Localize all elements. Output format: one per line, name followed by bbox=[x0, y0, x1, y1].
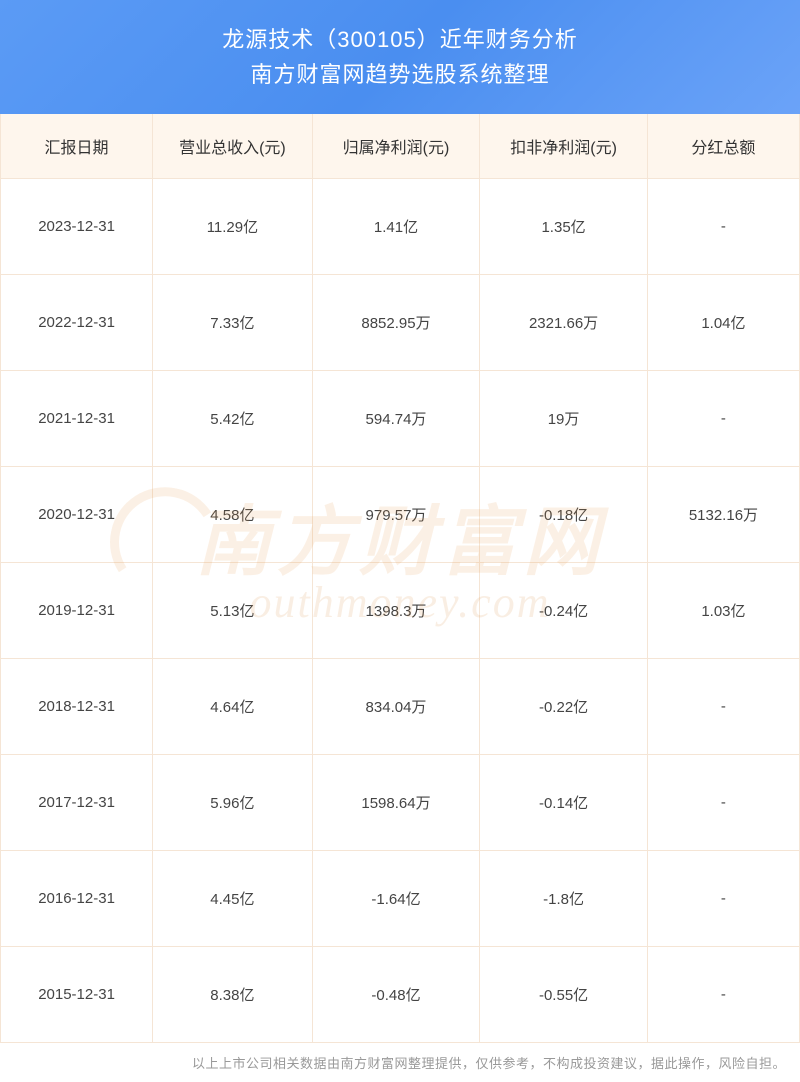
table-row: 2021-12-31 5.42亿 594.74万 19万 - bbox=[1, 371, 799, 467]
cell-profit: 8852.95万 bbox=[312, 275, 480, 371]
cell-dividend: 1.03亿 bbox=[647, 563, 799, 659]
cell-dividend: - bbox=[647, 947, 799, 1043]
cell-nonrecurring: -0.18亿 bbox=[480, 467, 648, 563]
table-body: 2023-12-31 11.29亿 1.41亿 1.35亿 - 2022-12-… bbox=[1, 179, 799, 1043]
cell-profit: -0.48亿 bbox=[312, 947, 480, 1043]
cell-revenue: 11.29亿 bbox=[153, 179, 313, 275]
cell-profit: 1398.3万 bbox=[312, 563, 480, 659]
table-wrapper: 南方财富网 outhmoney.com 汇报日期 营业总收入(元) 归属净利润(… bbox=[0, 114, 800, 1043]
col-header-profit: 归属净利润(元) bbox=[312, 114, 480, 179]
cell-nonrecurring: 1.35亿 bbox=[480, 179, 648, 275]
financial-table: 汇报日期 营业总收入(元) 归属净利润(元) 扣非净利润(元) 分红总额 202… bbox=[1, 114, 799, 1043]
cell-revenue: 4.45亿 bbox=[153, 851, 313, 947]
cell-date: 2022-12-31 bbox=[1, 275, 153, 371]
cell-dividend: 5132.16万 bbox=[647, 467, 799, 563]
cell-nonrecurring: -0.14亿 bbox=[480, 755, 648, 851]
cell-revenue: 5.42亿 bbox=[153, 371, 313, 467]
cell-date: 2020-12-31 bbox=[1, 467, 153, 563]
cell-nonrecurring: 2321.66万 bbox=[480, 275, 648, 371]
cell-date: 2016-12-31 bbox=[1, 851, 153, 947]
cell-profit: 979.57万 bbox=[312, 467, 480, 563]
table-header-row: 汇报日期 营业总收入(元) 归属净利润(元) 扣非净利润(元) 分红总额 bbox=[1, 114, 799, 179]
header-title-line2: 南方财富网趋势选股系统整理 bbox=[0, 57, 800, 92]
cell-revenue: 5.96亿 bbox=[153, 755, 313, 851]
cell-profit: -1.64亿 bbox=[312, 851, 480, 947]
cell-revenue: 7.33亿 bbox=[153, 275, 313, 371]
cell-nonrecurring: -0.22亿 bbox=[480, 659, 648, 755]
table-row: 2023-12-31 11.29亿 1.41亿 1.35亿 - bbox=[1, 179, 799, 275]
cell-profit: 1598.64万 bbox=[312, 755, 480, 851]
cell-date: 2019-12-31 bbox=[1, 563, 153, 659]
cell-date: 2021-12-31 bbox=[1, 371, 153, 467]
cell-dividend: 1.04亿 bbox=[647, 275, 799, 371]
cell-revenue: 8.38亿 bbox=[153, 947, 313, 1043]
cell-dividend: - bbox=[647, 659, 799, 755]
page-footer: 以上上市公司相关数据由南方财富网整理提供，仅供参考，不构成投资建议，据此操作，风… bbox=[0, 1043, 800, 1082]
cell-date: 2018-12-31 bbox=[1, 659, 153, 755]
table-row: 2020-12-31 4.58亿 979.57万 -0.18亿 5132.16万 bbox=[1, 467, 799, 563]
table-row: 2018-12-31 4.64亿 834.04万 -0.22亿 - bbox=[1, 659, 799, 755]
cell-profit: 1.41亿 bbox=[312, 179, 480, 275]
col-header-dividend: 分红总额 bbox=[647, 114, 799, 179]
table-row: 2017-12-31 5.96亿 1598.64万 -0.14亿 - bbox=[1, 755, 799, 851]
col-header-nonrecurring: 扣非净利润(元) bbox=[480, 114, 648, 179]
cell-date: 2015-12-31 bbox=[1, 947, 153, 1043]
footer-disclaimer: 以上上市公司相关数据由南方财富网整理提供，仅供参考，不构成投资建议，据此操作，风… bbox=[192, 1056, 786, 1071]
cell-profit: 834.04万 bbox=[312, 659, 480, 755]
table-row: 2022-12-31 7.33亿 8852.95万 2321.66万 1.04亿 bbox=[1, 275, 799, 371]
cell-profit: 594.74万 bbox=[312, 371, 480, 467]
cell-revenue: 5.13亿 bbox=[153, 563, 313, 659]
cell-dividend: - bbox=[647, 371, 799, 467]
cell-nonrecurring: -0.55亿 bbox=[480, 947, 648, 1043]
header-title-line1: 龙源技术（300105）近年财务分析 bbox=[0, 22, 800, 57]
cell-revenue: 4.58亿 bbox=[153, 467, 313, 563]
cell-date: 2023-12-31 bbox=[1, 179, 153, 275]
col-header-date: 汇报日期 bbox=[1, 114, 153, 179]
cell-nonrecurring: 19万 bbox=[480, 371, 648, 467]
col-header-revenue: 营业总收入(元) bbox=[153, 114, 313, 179]
cell-nonrecurring: -1.8亿 bbox=[480, 851, 648, 947]
cell-dividend: - bbox=[647, 755, 799, 851]
table-row: 2016-12-31 4.45亿 -1.64亿 -1.8亿 - bbox=[1, 851, 799, 947]
table-row: 2019-12-31 5.13亿 1398.3万 -0.24亿 1.03亿 bbox=[1, 563, 799, 659]
page-container: 龙源技术（300105）近年财务分析 南方财富网趋势选股系统整理 南方财富网 o… bbox=[0, 0, 800, 1050]
cell-date: 2017-12-31 bbox=[1, 755, 153, 851]
cell-revenue: 4.64亿 bbox=[153, 659, 313, 755]
table-row: 2015-12-31 8.38亿 -0.48亿 -0.55亿 - bbox=[1, 947, 799, 1043]
cell-dividend: - bbox=[647, 851, 799, 947]
page-header: 龙源技术（300105）近年财务分析 南方财富网趋势选股系统整理 bbox=[0, 0, 800, 114]
cell-nonrecurring: -0.24亿 bbox=[480, 563, 648, 659]
cell-dividend: - bbox=[647, 179, 799, 275]
